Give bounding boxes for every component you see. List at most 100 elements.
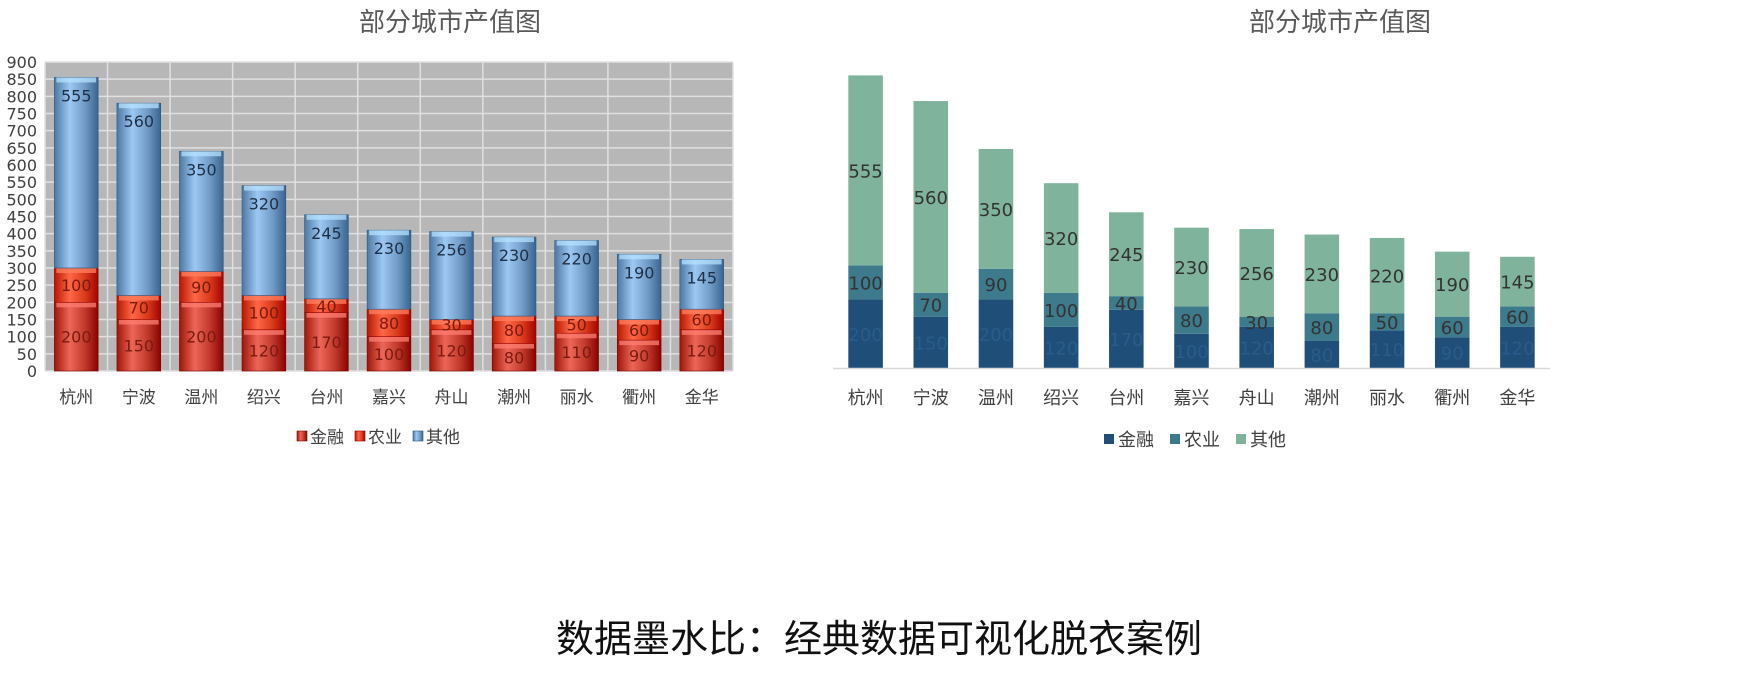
data-label: 200 xyxy=(848,325,882,346)
data-label: 60 xyxy=(629,321,649,340)
x-tick-label: 金华 xyxy=(685,388,719,408)
bar-其他 xyxy=(978,148,1014,269)
bar-其他 xyxy=(241,185,287,296)
bar-农业 xyxy=(848,265,883,300)
x-tick-label: 杭州 xyxy=(59,388,93,408)
bar-金融 xyxy=(1109,309,1144,368)
data-label: 245 xyxy=(311,224,342,243)
right-chart-title: 部分城市产值图 xyxy=(1248,8,1431,38)
data-label: 256 xyxy=(1240,264,1274,285)
data-label: 230 xyxy=(1305,265,1339,286)
legend-swatch xyxy=(1104,434,1114,444)
data-label: 200 xyxy=(186,328,217,347)
data-label: 80 xyxy=(504,321,524,340)
data-label: 70 xyxy=(919,296,942,317)
bar-top-bevel xyxy=(494,237,534,243)
x-tick-label: 宁波 xyxy=(913,388,949,409)
bar-金融 xyxy=(429,329,474,372)
data-label: 230 xyxy=(374,239,405,258)
bar-top-bevel xyxy=(244,329,284,335)
bar-top-bevel xyxy=(56,77,97,83)
data-label: 100 xyxy=(374,345,405,364)
bar-其他 xyxy=(429,231,474,320)
y-tick-label: 300 xyxy=(6,259,37,278)
data-label: 145 xyxy=(1500,273,1534,294)
bar-top-bevel xyxy=(556,240,597,246)
bar-top-bevel xyxy=(118,319,159,325)
data-label: 256 xyxy=(436,241,467,260)
bar-top-bevel xyxy=(306,298,347,304)
data-label: 90 xyxy=(191,278,211,297)
bar-top-bevel xyxy=(118,295,159,301)
x-tick-label: 台州 xyxy=(309,388,343,408)
bar-其他 xyxy=(679,259,724,310)
y-tick-label: 100 xyxy=(6,328,37,347)
bar-金融 xyxy=(1304,340,1340,368)
data-label: 80 xyxy=(1180,311,1203,332)
x-tick-label: 绍兴 xyxy=(247,388,281,408)
x-tick-label: 丽水 xyxy=(560,388,594,408)
bar-农业 xyxy=(1174,306,1209,334)
data-label: 120 xyxy=(1044,338,1078,359)
left-stacked-bar-chart: 0501001502002503003504004505005506006507… xyxy=(6,53,734,448)
data-label: 120 xyxy=(249,341,280,360)
bar-top-bevel xyxy=(118,103,159,109)
y-tick-label: 200 xyxy=(6,293,37,312)
data-label: 60 xyxy=(692,311,712,330)
data-label: 120 xyxy=(1240,338,1274,359)
data-label: 220 xyxy=(561,250,592,269)
bar-金融 xyxy=(913,316,949,368)
y-tick-label: 350 xyxy=(6,242,37,261)
bar-top-bevel xyxy=(56,302,97,308)
x-tick-label: 舟山 xyxy=(435,388,469,408)
data-label: 200 xyxy=(979,325,1013,346)
data-label: 560 xyxy=(914,188,948,209)
bar-其他 xyxy=(1109,212,1144,297)
data-label: 350 xyxy=(186,160,217,179)
data-label: 200 xyxy=(61,328,92,347)
y-tick-label: 900 xyxy=(6,53,37,72)
legend: 金融 农业 其他 xyxy=(296,428,460,448)
data-label: 90 xyxy=(985,275,1008,296)
bar-top-bevel xyxy=(431,319,472,325)
legend-swatch xyxy=(1236,434,1246,444)
data-label: 230 xyxy=(1174,258,1208,279)
data-label: 50 xyxy=(1376,313,1399,334)
data-label: 350 xyxy=(979,200,1013,221)
bar-其他 xyxy=(1434,251,1470,317)
bar-金融 xyxy=(366,336,412,372)
bars: 200 100 555 150 70 560 200 90 350 120 100 320 170 40 2… xyxy=(54,77,724,372)
bars: 200 100 555 150 70 560 200 90 350 120 100 320 170 40 2… xyxy=(848,75,1535,368)
y-tick-label: 550 xyxy=(6,173,37,192)
data-label: 70 xyxy=(129,298,149,317)
y-tick-label: 500 xyxy=(6,190,37,209)
data-label: 50 xyxy=(566,316,586,335)
bar-其他 xyxy=(366,229,412,310)
bar-top-bevel xyxy=(619,319,660,325)
legend: 金融 农业 其他 xyxy=(1104,430,1286,451)
data-label: 30 xyxy=(441,316,461,335)
data-label: 110 xyxy=(1370,340,1404,361)
legend-label: 金融 xyxy=(1118,430,1154,451)
y-tick-label: 750 xyxy=(6,105,37,124)
bar-农业 xyxy=(1369,313,1405,331)
bar-top-bevel xyxy=(244,185,284,191)
bar-其他 xyxy=(116,102,162,296)
bar-top-bevel xyxy=(244,295,284,301)
x-tick-label: 绍兴 xyxy=(1043,388,1079,409)
data-label: 90 xyxy=(629,347,649,366)
bar-其他 xyxy=(913,101,949,293)
x-tick-label: 嘉兴 xyxy=(372,388,406,408)
data-label: 555 xyxy=(61,86,92,105)
bar-top-bevel xyxy=(369,230,409,236)
bar-农业 xyxy=(54,267,99,303)
bar-农业 xyxy=(978,268,1014,300)
bar-top-bevel xyxy=(681,309,722,315)
data-label: 80 xyxy=(379,314,399,333)
data-label: 320 xyxy=(1044,229,1078,250)
data-label: 100 xyxy=(848,273,882,294)
data-label: 150 xyxy=(124,336,155,355)
legend-swatch xyxy=(1170,434,1180,444)
data-label: 100 xyxy=(1174,342,1208,363)
bar-top-bevel xyxy=(431,329,472,335)
